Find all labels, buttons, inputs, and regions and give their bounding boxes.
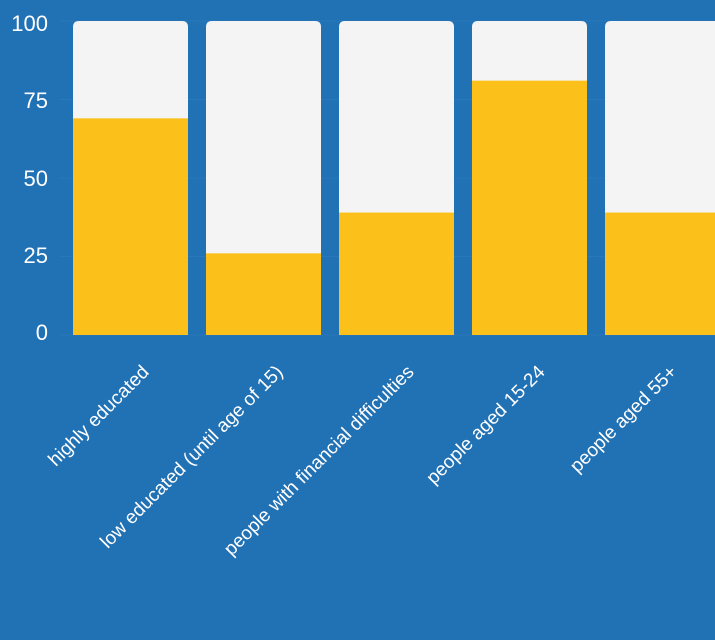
y-axis: 0 25 50 75 100 bbox=[11, 11, 48, 345]
y-tick-label-50: 50 bbox=[24, 166, 48, 191]
y-tick-label-0: 0 bbox=[36, 320, 48, 345]
bars bbox=[73, 21, 715, 335]
bar-people-aged-55 bbox=[605, 212, 715, 335]
x-axis: highly educated low educated (until age … bbox=[45, 361, 682, 560]
x-label-aged-15-24: people aged 15-24 bbox=[423, 361, 550, 488]
bar-people-aged-15-24 bbox=[472, 80, 587, 335]
y-tick-label-25: 25 bbox=[24, 243, 48, 268]
bar-low-educated-until-age-of-15 bbox=[206, 253, 321, 335]
bar-people-with-financial-difficulties bbox=[339, 212, 454, 335]
x-label-highly-educated: highly educated bbox=[45, 362, 154, 471]
bar-highly-educated bbox=[73, 118, 188, 335]
x-label-aged-55-plus: people aged 55+ bbox=[566, 362, 681, 477]
y-tick-label-75: 75 bbox=[24, 88, 48, 113]
y-tick-label-100: 100 bbox=[11, 11, 48, 36]
